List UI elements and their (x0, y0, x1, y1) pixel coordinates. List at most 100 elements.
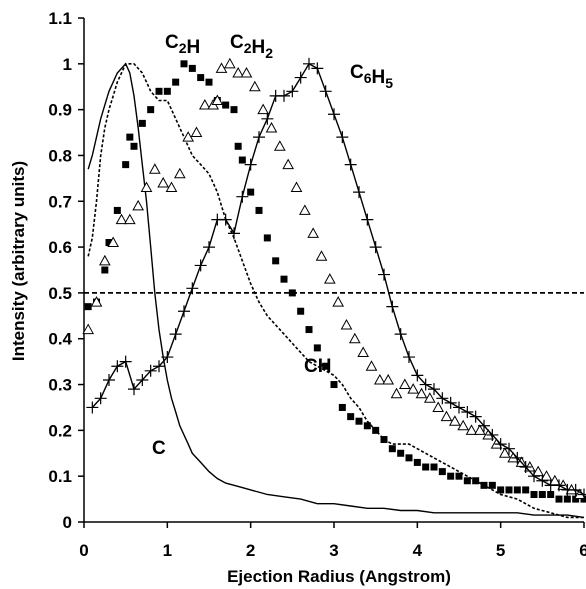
data-point (286, 85, 299, 98)
data-point (215, 62, 228, 73)
data-point (398, 378, 411, 390)
data-point (272, 257, 280, 265)
data-point (465, 424, 478, 435)
data-point (144, 364, 157, 377)
y-axis-title: Intensity (arbitrary units) (9, 161, 28, 361)
data-point (290, 181, 303, 193)
data-point (153, 360, 165, 373)
data-point (178, 305, 190, 318)
x-tick-label: 1 (163, 541, 172, 560)
data-point (388, 445, 396, 453)
data-point (222, 101, 230, 109)
data-point (297, 307, 305, 315)
data-point (165, 181, 178, 193)
data-point (363, 422, 371, 430)
data-point (511, 451, 524, 464)
data-point (340, 318, 353, 330)
data-point (173, 167, 186, 179)
data-point (473, 424, 486, 435)
data-point (555, 495, 563, 503)
data-point (157, 176, 170, 188)
series-label-c2h2: C2H2 (230, 32, 273, 61)
data-point (569, 483, 582, 496)
series-label-c: C (152, 438, 166, 459)
data-point (194, 259, 207, 272)
data-point (119, 355, 132, 368)
data-point (432, 401, 445, 412)
data-point (288, 289, 296, 297)
data-point (172, 78, 180, 86)
data-point (373, 373, 386, 385)
y-tick-label: 0.7 (48, 192, 72, 211)
data-point (438, 468, 446, 476)
data-point (494, 438, 507, 451)
data-point (461, 406, 474, 419)
data-point (228, 227, 240, 240)
data-point (522, 486, 530, 494)
data-point (223, 57, 236, 69)
data-point (94, 392, 107, 405)
series-c2h (84, 60, 586, 503)
data-point (203, 241, 215, 254)
data-point (382, 373, 395, 385)
data-point (338, 403, 346, 411)
data-point (448, 415, 461, 426)
data-point (415, 387, 428, 399)
data-point (411, 369, 424, 382)
data-point (478, 419, 490, 432)
data-point (198, 99, 211, 110)
data-point (447, 472, 455, 480)
data-point (265, 121, 278, 133)
label-subscript: 5 (385, 75, 393, 91)
data-point (123, 213, 136, 225)
data-point (103, 373, 115, 386)
data-point (307, 227, 320, 238)
data-point (323, 273, 336, 284)
series-layer (82, 57, 586, 519)
data-point (232, 66, 245, 78)
data-point (282, 158, 295, 170)
data-point (147, 106, 155, 114)
data-point (457, 419, 470, 431)
series-c6h5 (86, 57, 586, 501)
data-point (436, 392, 449, 405)
axis-ticks: 00.10.20.30.40.50.60.70.80.911.10 1 2 3 4 5 6 (48, 9, 586, 560)
series-label-c6h5: C6H5 (350, 62, 393, 91)
data-point (128, 383, 140, 396)
data-point (263, 234, 271, 242)
data-point (155, 87, 163, 95)
label-subscript: 6 (364, 70, 372, 86)
y-tick-label: 0.6 (48, 238, 72, 257)
data-point (361, 213, 374, 226)
data-point (261, 112, 274, 125)
data-point (84, 303, 92, 311)
data-point (305, 326, 313, 334)
y-tick-label: 0.3 (48, 376, 72, 395)
data-point (428, 383, 440, 396)
label-part: H (372, 67, 386, 88)
data-point (472, 477, 480, 485)
data-point (240, 66, 253, 78)
data-point (298, 204, 311, 215)
label-part: CH (304, 356, 331, 377)
data-point (497, 486, 505, 494)
x-tick-label: 2 (246, 541, 255, 560)
data-point (230, 106, 238, 114)
label-part: C (350, 62, 364, 83)
label-subscript: 2 (179, 40, 187, 56)
data-point (348, 332, 361, 344)
data-point (86, 401, 99, 414)
data-point (278, 89, 290, 102)
data-point (280, 275, 288, 283)
data-point (219, 213, 232, 226)
data-point (182, 131, 195, 142)
data-point (148, 163, 161, 174)
data-point (536, 474, 549, 487)
data-point (98, 254, 111, 266)
data-point (498, 447, 511, 458)
series-line (87, 62, 584, 519)
data-point (344, 158, 357, 171)
data-point (386, 300, 399, 313)
data-point (82, 323, 95, 335)
data-point (140, 181, 153, 193)
